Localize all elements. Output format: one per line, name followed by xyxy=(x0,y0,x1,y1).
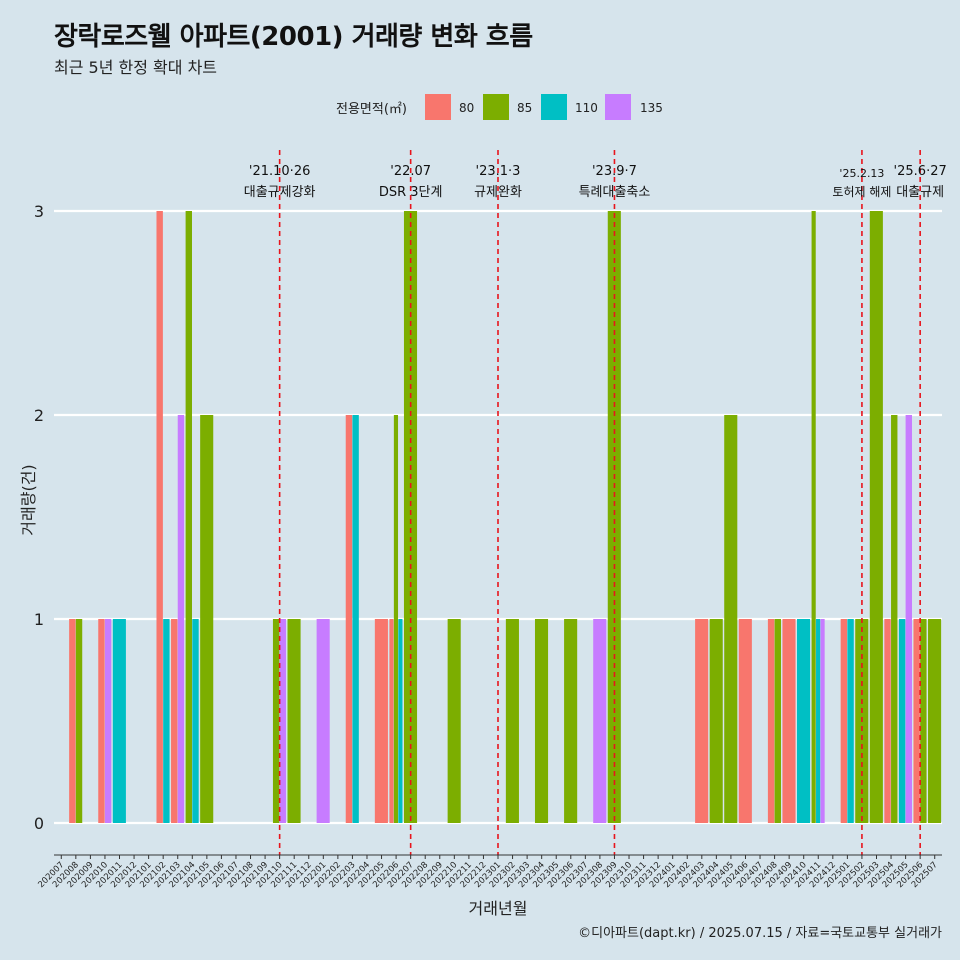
bar-110-202203 xyxy=(352,415,359,823)
bars xyxy=(69,211,942,823)
bar-85-202207 xyxy=(403,211,418,823)
bar-85-202210 xyxy=(447,619,461,823)
bar-85-202111 xyxy=(287,619,301,823)
event-date-label: '22.07 xyxy=(390,164,431,179)
event-name-label: 대출규제강화 xyxy=(244,185,316,200)
legend-label-110: 110 xyxy=(575,101,598,115)
bar-80-202206 xyxy=(389,619,394,823)
bar-135-202110 xyxy=(279,619,287,823)
legend-title: 전용면적(㎡) xyxy=(336,102,407,117)
bar-85-202503 xyxy=(869,211,883,823)
event-name-label: 규제완화 xyxy=(474,185,522,200)
bar-85-202309 xyxy=(607,211,621,823)
event-date-label: '25.6·27 xyxy=(894,164,947,179)
bar-110-202104 xyxy=(192,619,199,823)
bar-135-202308 xyxy=(593,619,607,823)
bar-85-202408 xyxy=(774,619,781,823)
event-date-label: '25.2.13 xyxy=(839,167,884,180)
bar-80-202409 xyxy=(782,619,796,823)
legend-key-110 xyxy=(541,94,567,120)
bar-85-202411 xyxy=(811,211,816,823)
chart-subtitle: 최근 5년 한정 확대 차트 xyxy=(54,58,218,77)
event-date-label: '23.1·3 xyxy=(476,164,521,179)
event-name-label: 토허제 해제 xyxy=(832,185,891,199)
bar-80-202506 xyxy=(913,619,920,823)
y-tick-label: 1 xyxy=(34,610,44,629)
bar-135-202103 xyxy=(177,415,185,823)
bar-110-202410 xyxy=(797,619,811,823)
bar-80-202008 xyxy=(69,619,76,823)
bar-110-202505 xyxy=(898,619,906,823)
bar-80-202408 xyxy=(767,619,775,823)
bar-110-202411 xyxy=(816,619,821,823)
event-annotations: '21.10·26 대출규제강화 '22.07 DSR 3단계 '23.1·3 규제완화 '… xyxy=(244,150,947,855)
event-name-label: 특례대출축소 xyxy=(579,185,651,200)
bar-110-202501 xyxy=(847,619,854,823)
bar-85-202008 xyxy=(75,619,83,823)
legend-key-85 xyxy=(483,94,509,120)
source-caption: ©디아파트(dapt.kr) / 2025.07.15 / 자료=국토교통부 실… xyxy=(578,926,942,941)
event-name-label: 대출규제 xyxy=(896,185,944,200)
bar-110-202206 xyxy=(398,619,403,823)
bar-85-202110 xyxy=(272,619,280,823)
bar-85-202105 xyxy=(200,415,214,823)
bar-85-202304 xyxy=(534,619,549,823)
bar-80-202103 xyxy=(171,619,178,823)
bar-135-202505 xyxy=(905,415,913,823)
legend-key-80 xyxy=(425,94,451,120)
legend: 전용면적(㎡) 80 85 110 135 xyxy=(336,94,663,120)
bar-135-202201 xyxy=(316,619,330,823)
bar-110-202102 xyxy=(163,619,170,823)
bar-80-202010 xyxy=(98,619,105,823)
bar-85-202506 xyxy=(920,619,927,823)
y-tick-label: 0 xyxy=(34,814,44,833)
bar-135-202411 xyxy=(820,619,825,823)
bar-85-202504 xyxy=(891,415,898,823)
legend-label-85: 85 xyxy=(517,101,532,115)
bar-80-202205 xyxy=(374,619,388,823)
bar-85-202507 xyxy=(928,619,942,823)
legend-label-80: 80 xyxy=(459,101,474,115)
chart-title: 장락로즈웰 아파트(2001) 거래량 변화 흐름 xyxy=(54,22,533,52)
bar-85-202302 xyxy=(505,619,519,823)
bar-85-202104 xyxy=(185,211,192,823)
y-tick-label: 2 xyxy=(34,406,44,425)
bar-85-202206 xyxy=(393,415,399,823)
event-name-label: DSR 3단계 xyxy=(379,185,443,200)
y-tick-label: 3 xyxy=(34,202,44,221)
bar-85-202404 xyxy=(709,619,723,823)
bar-135-202010 xyxy=(104,619,112,823)
bar-80-202102 xyxy=(156,211,163,823)
bar-80-202501 xyxy=(840,619,848,823)
x-axis-title: 거래년월 xyxy=(469,899,528,918)
event-date-label: '21.10·26 xyxy=(249,164,310,179)
bar-110-202011 xyxy=(112,619,126,823)
bar-80-202403 xyxy=(695,619,709,823)
bar-85-202405 xyxy=(724,415,738,823)
event-date-label: '23.9·7 xyxy=(592,164,637,179)
bar-80-202203 xyxy=(345,415,353,823)
bar-80-202406 xyxy=(738,619,752,823)
bar-85-202306 xyxy=(564,619,578,823)
legend-key-135 xyxy=(605,94,631,120)
bar-80-202504 xyxy=(884,619,891,823)
y-axis-title: 거래량(건) xyxy=(19,464,38,535)
legend-label-135: 135 xyxy=(640,101,663,115)
